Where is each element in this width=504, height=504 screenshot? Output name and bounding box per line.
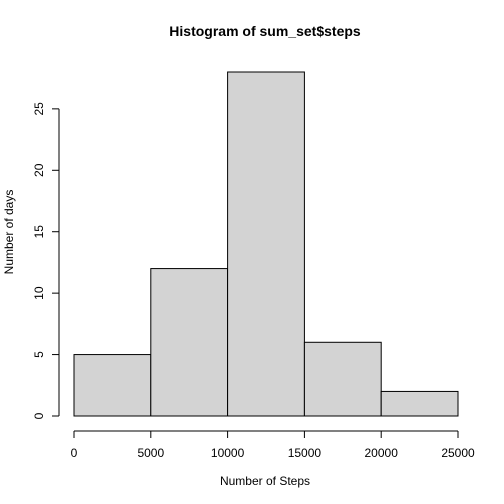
x-tick-label: 0 [71,446,78,460]
y-tick-label: 20 [32,163,46,177]
x-tick-label: 5000 [137,446,164,460]
x-axis-label: Number of Steps [220,474,310,488]
y-tick-label: 5 [32,351,46,358]
histogram-bar-4 [380,390,459,417]
x-tick-label: 25000 [441,446,475,460]
histogram-bar-0 [73,354,152,417]
bars-group [73,71,459,417]
histogram-bar-2 [227,71,305,417]
histogram-bar-3 [303,341,382,417]
y-axis-label: Number of days [2,190,16,275]
y-tick-label: 10 [32,286,46,300]
x-tick-label: 15000 [288,446,322,460]
chart-title: Histogram of sum_set$steps [169,23,361,39]
x-tick-label: 20000 [365,446,399,460]
y-axis: 0 5 10 15 20 25 [32,102,60,419]
y-tick-label: 25 [32,102,46,116]
y-tick-label: 0 [32,412,46,419]
histogram-bar-1 [150,268,229,417]
x-axis: 0 5000 10000 15000 20000 25000 [71,430,475,460]
x-tick-label: 10000 [211,446,245,460]
y-tick-label: 15 [32,225,46,239]
